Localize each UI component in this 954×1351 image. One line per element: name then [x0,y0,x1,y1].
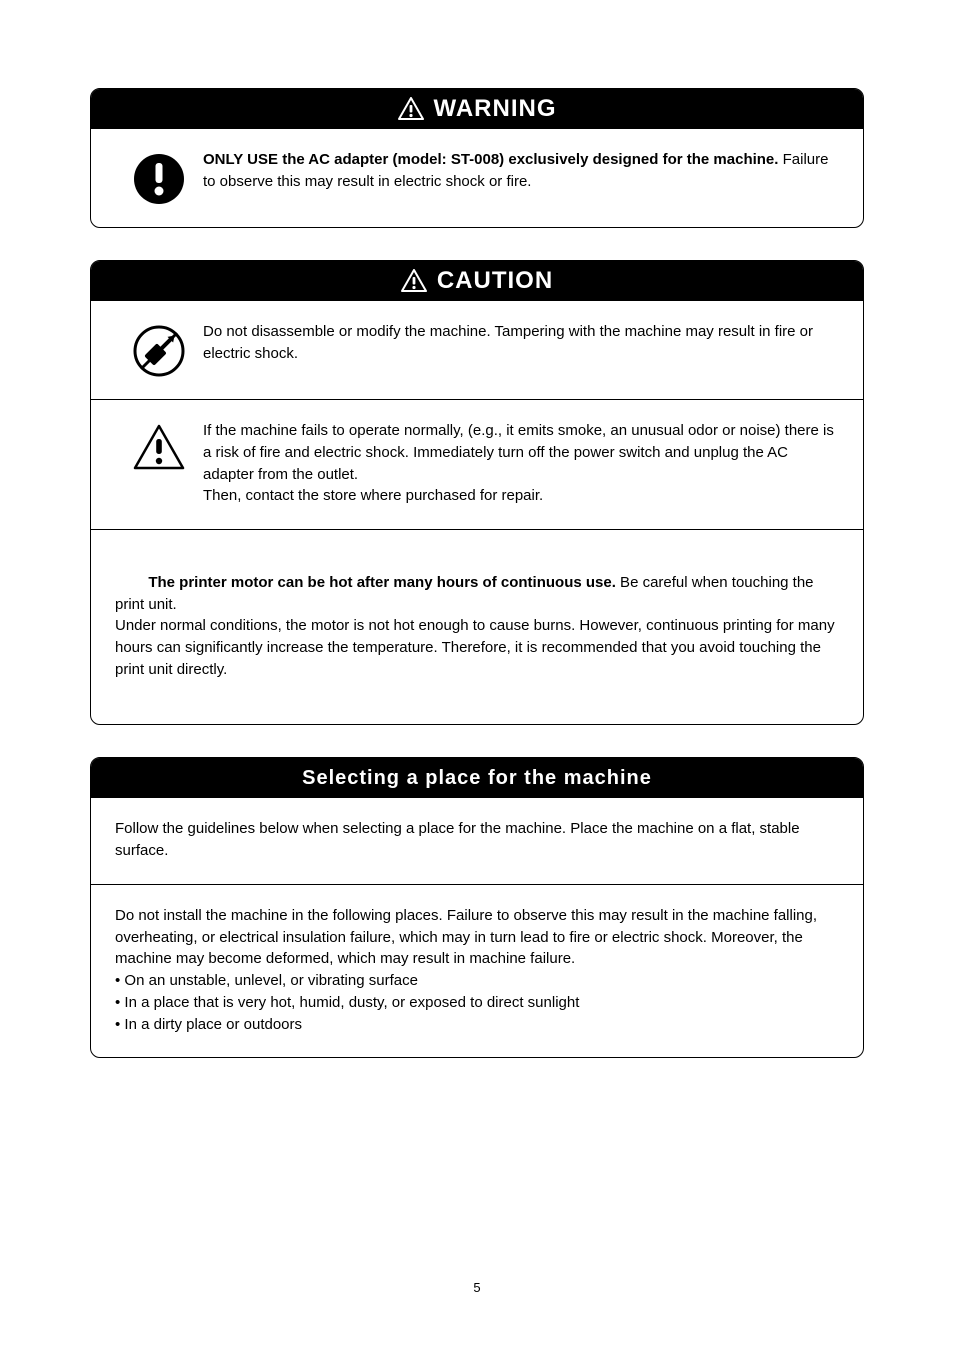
caution-row-3: The printer motor can be hot after many … [91,529,863,724]
warning-text-1-bold: ONLY USE the AC adapter (model: ST-008) … [203,151,778,168]
caution-text-3-bold: The printer motor can be hot after many … [148,574,616,591]
caution-text-1: Do not disassemble or modify the machine… [203,321,839,365]
caution-row-1: Do not disassemble or modify the machine… [91,301,863,399]
selecting-row-2: Do not install the machine in the follow… [91,884,863,1058]
page: WARNING ONLY USE the AC adapter (model: … [0,0,954,1351]
warning-row-1: ONLY USE the AC adapter (model: ST-008) … [91,129,863,227]
caution-triangle-icon [401,269,427,293]
warning-triangle-icon [398,97,424,121]
warning-box: WARNING ONLY USE the AC adapter (model: … [90,88,864,228]
warning-header: WARNING [91,89,863,129]
no-disassemble-icon [115,321,203,377]
warning-title: WARNING [434,95,557,123]
selecting-box: Selecting a place for the machine Follow… [90,757,864,1058]
selecting-title: Selecting a place for the machine [302,767,652,790]
caution-header: CAUTION [91,261,863,301]
caution-box: CAUTION Do not disassemble or modify the… [90,260,864,725]
caution-text-3: The printer motor can be hot after many … [115,550,839,702]
general-caution-icon [115,420,203,472]
warning-text-1: ONLY USE the AC adapter (model: ST-008) … [203,149,839,193]
selecting-text-2: Do not install the machine in the follow… [115,905,839,1036]
page-number: 5 [0,1280,954,1295]
caution-title: CAUTION [437,267,553,295]
caution-row-2: If the machine fails to operate normally… [91,399,863,529]
selecting-text-1: Follow the guidelines below when selecti… [115,818,839,862]
selecting-row-1: Follow the guidelines below when selecti… [91,798,863,884]
selecting-header: Selecting a place for the machine [91,758,863,798]
caution-text-2: If the machine fails to operate normally… [203,420,839,507]
mandatory-icon [115,149,203,205]
